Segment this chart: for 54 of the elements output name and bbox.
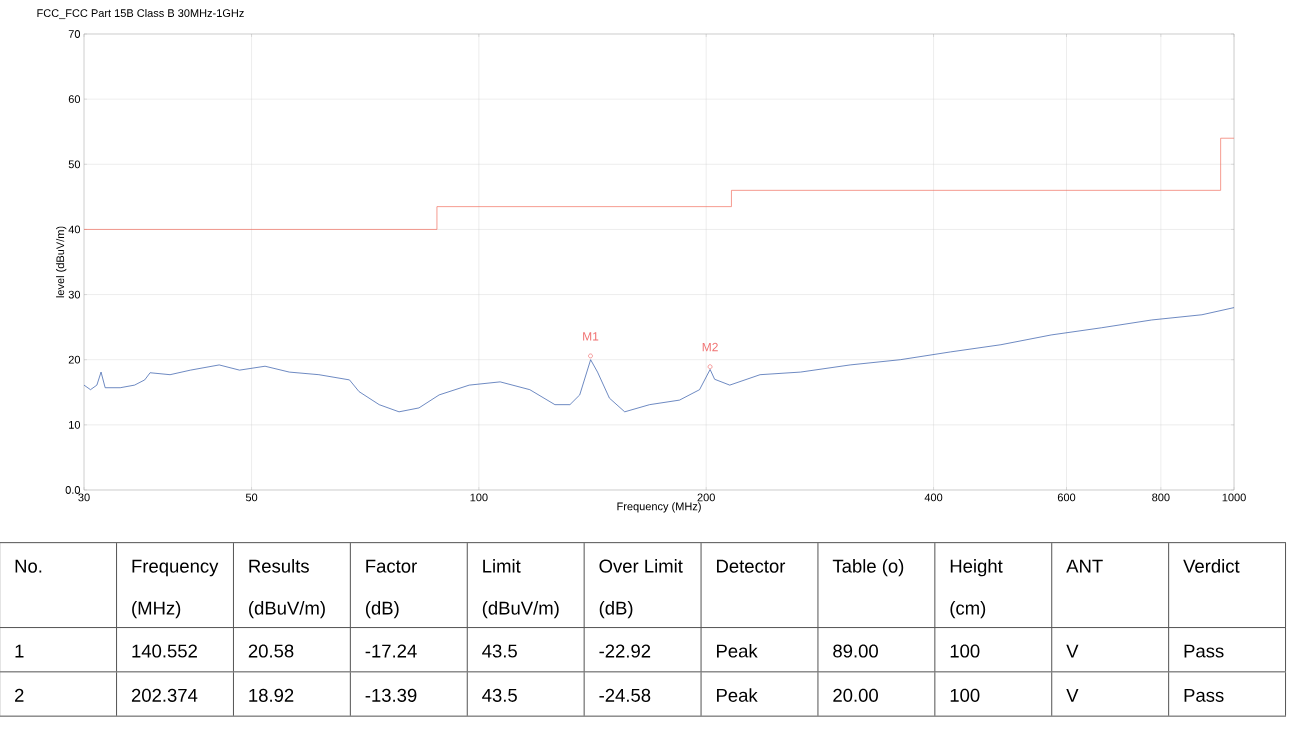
text: Peak <box>717 688 758 702</box>
x-tick-label: 400 <box>924 493 943 502</box>
text: 202.374 <box>131 688 198 702</box>
x-tick-label: 200 <box>697 493 715 502</box>
category-label: Limit (dBuV/m) <box>482 559 559 619</box>
y-tick-label: 70 <box>68 30 81 38</box>
text: V <box>1066 644 1079 658</box>
text: -13.39 <box>365 688 417 702</box>
chart-title: FCC_FCC Part 15B Class B 30MHz-1GHz <box>37 8 244 20</box>
text: 20.00 <box>833 688 878 702</box>
category-label: No. <box>15 559 42 573</box>
text: -22.92 <box>599 644 651 658</box>
text: 89.00 <box>833 644 878 658</box>
category-label: Results (dBuV/m) <box>249 559 325 619</box>
category-label: ANT <box>1066 559 1103 573</box>
category-label: Verdict <box>1183 559 1240 573</box>
y-tick-label: 0.0 <box>65 486 81 494</box>
text: -24.58 <box>599 688 651 702</box>
text: 2 <box>15 688 24 702</box>
text: 20.58 <box>248 644 294 658</box>
y-axis-title: level (dBuV/m) <box>56 226 67 298</box>
text: 43.5 <box>482 644 517 658</box>
x-axis-title: Frequency (MHz) <box>617 502 701 513</box>
y-tick-label: 40 <box>68 225 81 234</box>
x-tick-label: 800 <box>1152 493 1170 502</box>
y-tick-label: 60 <box>68 95 81 104</box>
text: 100 <box>950 644 980 658</box>
x-tick-label: 100 <box>470 493 488 502</box>
text: 140.552 <box>132 644 197 658</box>
category-label: Height (cm) <box>950 559 1003 619</box>
category-label: Factor (dB) <box>365 559 417 619</box>
text: Pass <box>1184 644 1224 658</box>
x-tick-label: 1000 <box>1222 493 1246 502</box>
text: -17.24 <box>365 644 417 658</box>
text: 18.92 <box>249 688 294 702</box>
category-label: Over Limit (dB) <box>599 559 683 619</box>
category-label: Detector <box>717 559 786 573</box>
y-tick-label: 10 <box>69 420 81 429</box>
text: 100 <box>950 688 980 702</box>
text: 1 <box>15 644 24 658</box>
annotation: M2 <box>702 342 718 352</box>
text: 43.5 <box>482 688 517 702</box>
y-tick-label: 50 <box>68 160 81 169</box>
y-tick-label: 30 <box>68 290 81 299</box>
text: Peak <box>717 643 758 658</box>
x-tick-label: 50 <box>245 493 258 502</box>
annotation: M1 <box>583 332 599 341</box>
y-tick-label: 20 <box>68 355 81 364</box>
category-label: Frequency (MHz) <box>132 559 219 619</box>
category-label: Table (o) <box>832 559 904 577</box>
x-tick-label: 600 <box>1057 493 1076 502</box>
text: Pass <box>1184 688 1224 702</box>
text: V <box>1066 688 1079 702</box>
x-tick-label: 30 <box>78 493 90 502</box>
